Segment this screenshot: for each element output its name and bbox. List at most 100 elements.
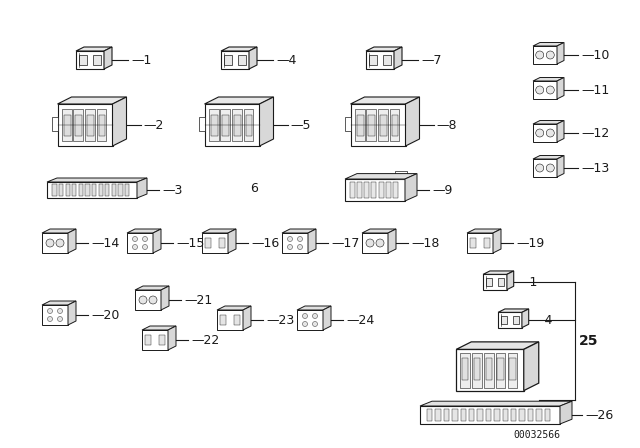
Circle shape bbox=[536, 51, 544, 59]
Polygon shape bbox=[228, 229, 236, 253]
Text: —11: —11 bbox=[581, 83, 609, 96]
Polygon shape bbox=[557, 155, 564, 177]
Bar bbox=[351, 104, 406, 146]
Bar bbox=[496, 353, 506, 388]
Bar bbox=[393, 181, 398, 198]
Text: —1: —1 bbox=[131, 53, 152, 66]
Bar bbox=[47, 182, 137, 198]
Polygon shape bbox=[394, 47, 402, 69]
Text: —8: —8 bbox=[436, 119, 457, 132]
Bar bbox=[58, 104, 113, 146]
Circle shape bbox=[547, 51, 554, 59]
Text: —21: —21 bbox=[184, 293, 212, 306]
Text: —4: —4 bbox=[532, 314, 553, 327]
Bar bbox=[533, 81, 557, 99]
Text: —13: —13 bbox=[581, 161, 609, 175]
Polygon shape bbox=[68, 229, 76, 253]
Text: —16: —16 bbox=[251, 237, 279, 250]
Text: —14: —14 bbox=[91, 237, 119, 250]
Bar bbox=[386, 181, 391, 198]
Bar bbox=[483, 274, 507, 290]
Circle shape bbox=[298, 245, 303, 250]
Circle shape bbox=[132, 237, 138, 241]
Bar bbox=[205, 238, 211, 248]
Bar bbox=[533, 124, 557, 142]
Circle shape bbox=[536, 164, 544, 172]
Bar bbox=[92, 185, 96, 196]
Text: 00032566: 00032566 bbox=[513, 430, 560, 440]
Polygon shape bbox=[362, 229, 396, 233]
Polygon shape bbox=[557, 78, 564, 99]
Circle shape bbox=[143, 245, 147, 250]
Bar bbox=[232, 109, 242, 141]
Bar bbox=[59, 185, 63, 196]
Text: —2: —2 bbox=[143, 119, 164, 132]
Text: —7: —7 bbox=[421, 53, 442, 66]
Polygon shape bbox=[493, 229, 501, 253]
Polygon shape bbox=[104, 47, 112, 69]
Polygon shape bbox=[507, 271, 514, 290]
Polygon shape bbox=[557, 43, 564, 64]
Text: —18: —18 bbox=[411, 237, 440, 250]
Bar bbox=[395, 171, 407, 179]
Text: —17: —17 bbox=[331, 237, 360, 250]
Bar bbox=[52, 185, 57, 196]
Bar bbox=[477, 409, 483, 421]
Bar bbox=[221, 51, 249, 69]
Polygon shape bbox=[483, 271, 514, 274]
Circle shape bbox=[303, 322, 307, 327]
Bar bbox=[486, 409, 492, 421]
Circle shape bbox=[547, 86, 554, 94]
Bar bbox=[202, 233, 228, 253]
Bar bbox=[282, 233, 308, 253]
Circle shape bbox=[287, 245, 292, 250]
Polygon shape bbox=[153, 229, 161, 253]
Bar bbox=[435, 409, 441, 421]
Bar bbox=[383, 55, 391, 65]
Bar bbox=[159, 335, 165, 345]
Circle shape bbox=[287, 237, 292, 241]
Bar bbox=[456, 349, 524, 391]
Bar bbox=[369, 115, 376, 135]
Bar bbox=[367, 109, 376, 141]
Text: —3: —3 bbox=[162, 184, 182, 197]
Bar bbox=[64, 115, 71, 135]
Polygon shape bbox=[168, 326, 176, 350]
Bar bbox=[76, 51, 104, 69]
Polygon shape bbox=[113, 97, 127, 146]
Polygon shape bbox=[42, 229, 76, 233]
Bar bbox=[93, 55, 101, 65]
Bar bbox=[444, 409, 449, 421]
Bar bbox=[85, 109, 95, 141]
Circle shape bbox=[56, 239, 64, 247]
Bar bbox=[220, 109, 230, 141]
Bar bbox=[497, 358, 504, 380]
Bar bbox=[474, 358, 480, 380]
Bar bbox=[217, 310, 243, 330]
Text: —4: —4 bbox=[276, 53, 296, 66]
Text: —5: —5 bbox=[291, 119, 311, 132]
Text: —19: —19 bbox=[516, 237, 544, 250]
Circle shape bbox=[139, 296, 147, 304]
Bar bbox=[371, 181, 376, 198]
Text: —12: —12 bbox=[581, 126, 609, 139]
Polygon shape bbox=[533, 43, 564, 46]
Bar bbox=[427, 409, 433, 421]
Circle shape bbox=[536, 86, 544, 94]
Bar bbox=[112, 185, 116, 196]
Polygon shape bbox=[76, 47, 112, 51]
Bar bbox=[545, 409, 550, 421]
Bar bbox=[484, 238, 490, 248]
Bar bbox=[85, 185, 90, 196]
Bar bbox=[355, 109, 365, 141]
Polygon shape bbox=[467, 229, 501, 233]
Polygon shape bbox=[249, 47, 257, 69]
Circle shape bbox=[547, 164, 554, 172]
Bar bbox=[520, 409, 525, 421]
Bar bbox=[528, 409, 533, 421]
Circle shape bbox=[58, 316, 63, 322]
Polygon shape bbox=[217, 306, 251, 310]
Polygon shape bbox=[221, 47, 257, 51]
Bar bbox=[198, 116, 205, 131]
Bar bbox=[470, 238, 476, 248]
